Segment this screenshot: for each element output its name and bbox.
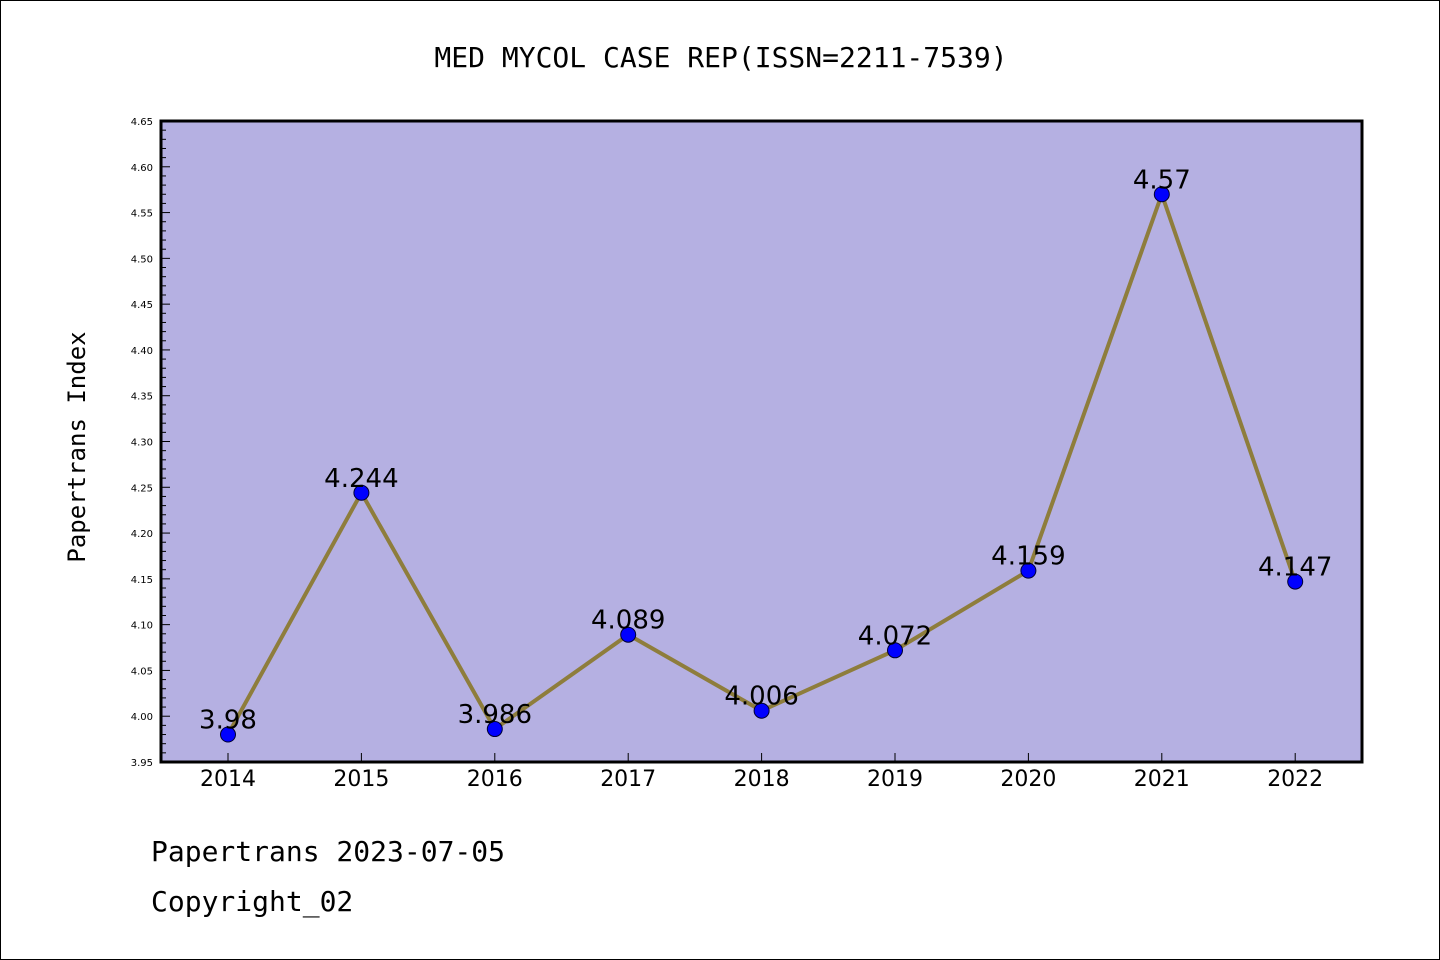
- data-label: 4.244: [324, 464, 398, 494]
- data-label: 4.006: [724, 682, 798, 712]
- y-tick-label: 4.45: [131, 300, 153, 311]
- data-point: [887, 642, 903, 659]
- data-label: 4.089: [591, 606, 665, 636]
- data-point: [620, 626, 637, 643]
- x-tick-label: 2015: [333, 767, 389, 792]
- y-tick-label: 4.20: [131, 529, 153, 540]
- data-point: [1020, 562, 1037, 579]
- y-tick-label: 3.95: [131, 758, 153, 769]
- y-tick-label: 4.15: [131, 575, 153, 586]
- data-label: 3.986: [458, 700, 532, 730]
- y-tick-label: 4.10: [131, 621, 153, 632]
- y-tick-label: 4.25: [131, 483, 153, 494]
- x-tick-label: 2021: [1134, 767, 1190, 792]
- y-tick-label: 4.30: [131, 438, 153, 449]
- y-tick-label: 4.05: [131, 666, 153, 677]
- x-tick-label: 2014: [200, 767, 256, 792]
- data-label: 4.072: [858, 621, 932, 651]
- data-label: 4.159: [991, 542, 1065, 572]
- y-tick-label: 4.35: [131, 392, 153, 403]
- plot-frame: [159, 119, 1364, 764]
- x-tick-label: 2022: [1267, 767, 1323, 792]
- data-point: [1153, 186, 1170, 203]
- plot-area: [161, 121, 1362, 762]
- footer-copyright: Copyright_02: [151, 885, 354, 918]
- x-tick-label: 2020: [1000, 767, 1056, 792]
- data-point: [220, 726, 236, 743]
- y-tick-label: 4.55: [131, 209, 153, 220]
- y-tick-label: 4.50: [131, 254, 153, 265]
- data-label: 4.57: [1133, 165, 1191, 195]
- footer-date: Papertrans 2023-07-05: [151, 835, 506, 868]
- x-tick-label: 2018: [734, 767, 790, 792]
- data-label: 3.98: [199, 706, 257, 736]
- chart-title: MED MYCOL CASE REP(ISSN=2211-7539): [434, 41, 1007, 74]
- data-point: [1287, 573, 1304, 590]
- x-tick-label: 2019: [867, 767, 923, 792]
- y-tick-label: 4.60: [131, 163, 153, 174]
- y-tick-label: 4.40: [131, 346, 153, 357]
- x-tick-label: 2017: [600, 767, 656, 792]
- series-layer: 3.98 4.244 3.986 4.089 4.006 4.072 4.159 4.57 4.…: [199, 165, 1332, 743]
- y-tick-label: 4.65: [131, 117, 153, 128]
- data-point: [753, 702, 770, 719]
- data-label: 4.147: [1258, 553, 1332, 583]
- data-point: [486, 721, 503, 738]
- data-point: [353, 484, 370, 501]
- y-tick-label: 4.00: [131, 712, 153, 723]
- x-tick-label: 2016: [467, 767, 523, 792]
- y-axis-label: Papertrans Index: [63, 331, 91, 562]
- x-axis: 2014 2015 2016 2017 2018 2019 2020 2021 2022: [200, 753, 1323, 792]
